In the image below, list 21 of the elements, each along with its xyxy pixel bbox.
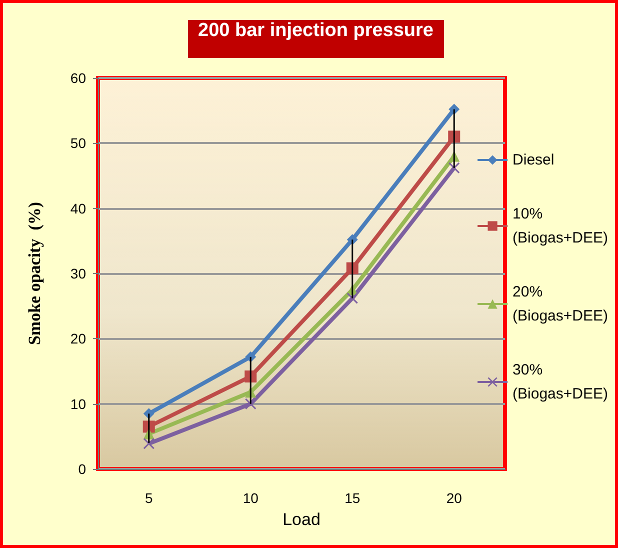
y-tick-label: 20 <box>70 330 86 347</box>
legend-label: 30% (Biogas+DEE) <box>512 362 608 402</box>
point <box>245 398 256 410</box>
x-tick-label: 5 <box>144 490 153 506</box>
x-tick-label: 20 <box>446 490 462 506</box>
point <box>448 162 460 174</box>
point <box>143 438 154 450</box>
x-tick-label: 15 <box>344 490 360 506</box>
legend-label: 10% (Biogas+DEE) <box>512 206 608 246</box>
legend-label: Diesel <box>512 152 554 168</box>
y-tick-label: 60 <box>70 70 86 86</box>
y-axis-title: Smoke opacity (%) <box>25 202 44 346</box>
y-tick-label: 10 <box>70 396 86 412</box>
y-tick-label: 50 <box>70 135 86 152</box>
x-axis-title: Load <box>282 510 320 529</box>
y-tick-label: 40 <box>70 200 86 216</box>
y-tick-label: 30 <box>70 266 86 282</box>
chart-title: 200 bar injection pressure <box>188 20 444 58</box>
x-tick-label: 10 <box>242 490 259 506</box>
y-tick-label: 0 <box>78 461 86 477</box>
legend-label: 20% (Biogas+DEE) <box>512 284 608 324</box>
